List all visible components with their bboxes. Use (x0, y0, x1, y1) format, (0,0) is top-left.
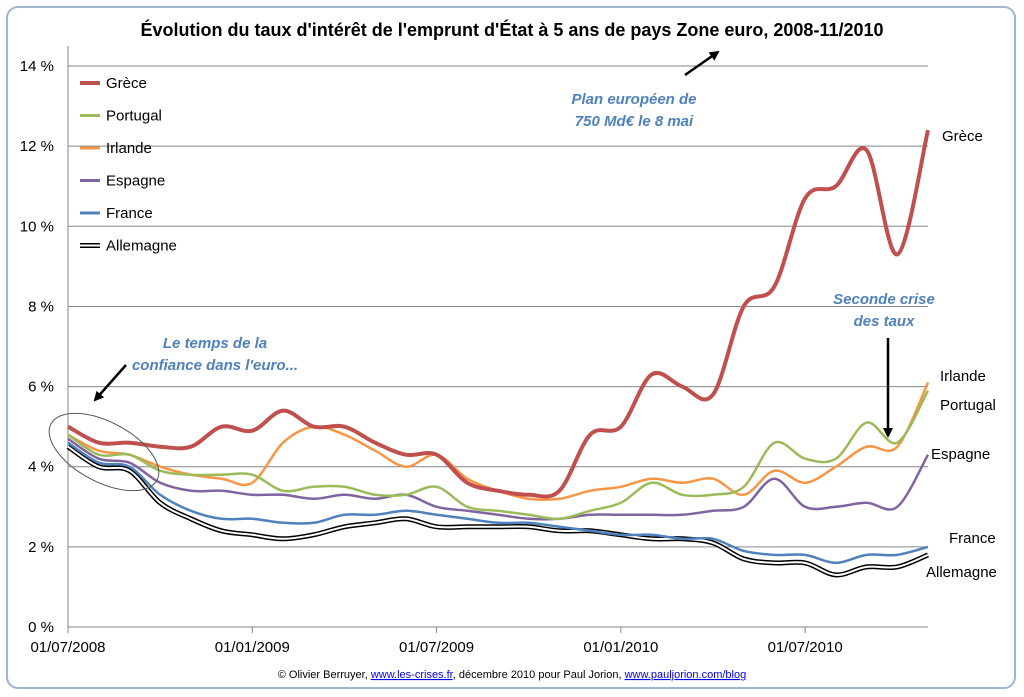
annotation-text: Plan européen de 750 Md€ le 8 mai (571, 91, 696, 130)
legend-label: Allemagne (106, 238, 177, 255)
end-label: Irlande (940, 368, 986, 385)
series-line-portugal (67, 389, 930, 521)
legend-label: Espagne (106, 173, 165, 190)
y-tick-label: 2 % (28, 539, 54, 556)
x-axis-ticks: 01/07/2008 01/01/2009 01/07/2009 01/01/2010… (30, 627, 843, 656)
legend-label: Grèce (106, 75, 147, 92)
annotation-line: Le temps de la (163, 335, 267, 352)
annotation-line: Seconde crise (833, 291, 935, 308)
arrow-confiance (93, 364, 127, 402)
annotation-line: Plan européen de (571, 91, 696, 108)
y-tick-label: 14 % (20, 58, 54, 75)
y-tick-label: 10 % (20, 218, 54, 235)
chart-title: Évolution du taux d'intérêt de l'emprunt… (140, 19, 883, 40)
series-line-espagne (67, 437, 930, 521)
y-tick-label: 0 % (28, 619, 54, 636)
legend: Grèce Portugal Irlande Espagne France Allemag… (80, 75, 177, 255)
series-line-allemagne (67, 445, 929, 576)
series-line-gr-ce (67, 129, 930, 499)
footer-prefix: © Olivier Berruyer, (278, 669, 371, 681)
annotations: Plan européen de 750 Md€ le 8 mai Seconde … (48, 50, 935, 492)
end-label: Grèce (942, 128, 983, 145)
footer-link-pauljorion[interactable]: www.pauljorion.com/blog (624, 669, 747, 681)
y-tick-label: 12 % (20, 138, 54, 155)
annotation-text: Le temps de la confiance dans l'euro... (132, 335, 298, 374)
grid (68, 65, 928, 548)
end-label: France (949, 530, 996, 547)
footer-credit: © Olivier Berruyer, www.les-crises.fr, d… (278, 669, 746, 681)
legend-label: Portugal (106, 108, 162, 125)
y-tick-label: 4 % (28, 459, 54, 476)
x-tick-label: 01/01/2010 (583, 639, 658, 656)
axes (67, 46, 928, 628)
end-label: Allemagne (926, 564, 997, 581)
series-lines (66, 129, 930, 578)
end-label: Portugal (940, 397, 996, 414)
annotation-line: 750 Md€ le 8 mai (575, 113, 694, 130)
x-tick-label: 01/07/2010 (768, 639, 843, 656)
annotation-line: des taux (854, 313, 916, 330)
annotation-line: confiance dans l'euro... (132, 357, 298, 374)
legend-label: France (106, 205, 153, 222)
y-tick-label: 8 % (28, 298, 54, 315)
y-tick-label: 6 % (28, 379, 54, 396)
end-label: Espagne (931, 446, 990, 463)
footer-middle: , décembre 2010 pour Paul Jorion, (453, 669, 625, 681)
annotation-text: Seconde crise des taux (833, 291, 935, 330)
series-line-france (67, 441, 929, 565)
arrow-plan-europeen (684, 50, 720, 77)
legend-label: Irlande (106, 140, 152, 157)
highlight-ellipse (48, 412, 160, 492)
x-tick-label: 01/07/2008 (30, 639, 105, 656)
series-end-labels: Grèce Portugal Irlande Espagne France Allemag… (926, 128, 997, 581)
x-tick-label: 01/01/2009 (215, 639, 290, 656)
footer-link-les-crises[interactable]: www.les-crises.fr (370, 669, 454, 681)
x-tick-label: 01/07/2009 (399, 639, 474, 656)
y-axis-ticks: 0 % 2 % 4 % 6 % 8 % 10 % 12 % 14 % (20, 58, 54, 636)
